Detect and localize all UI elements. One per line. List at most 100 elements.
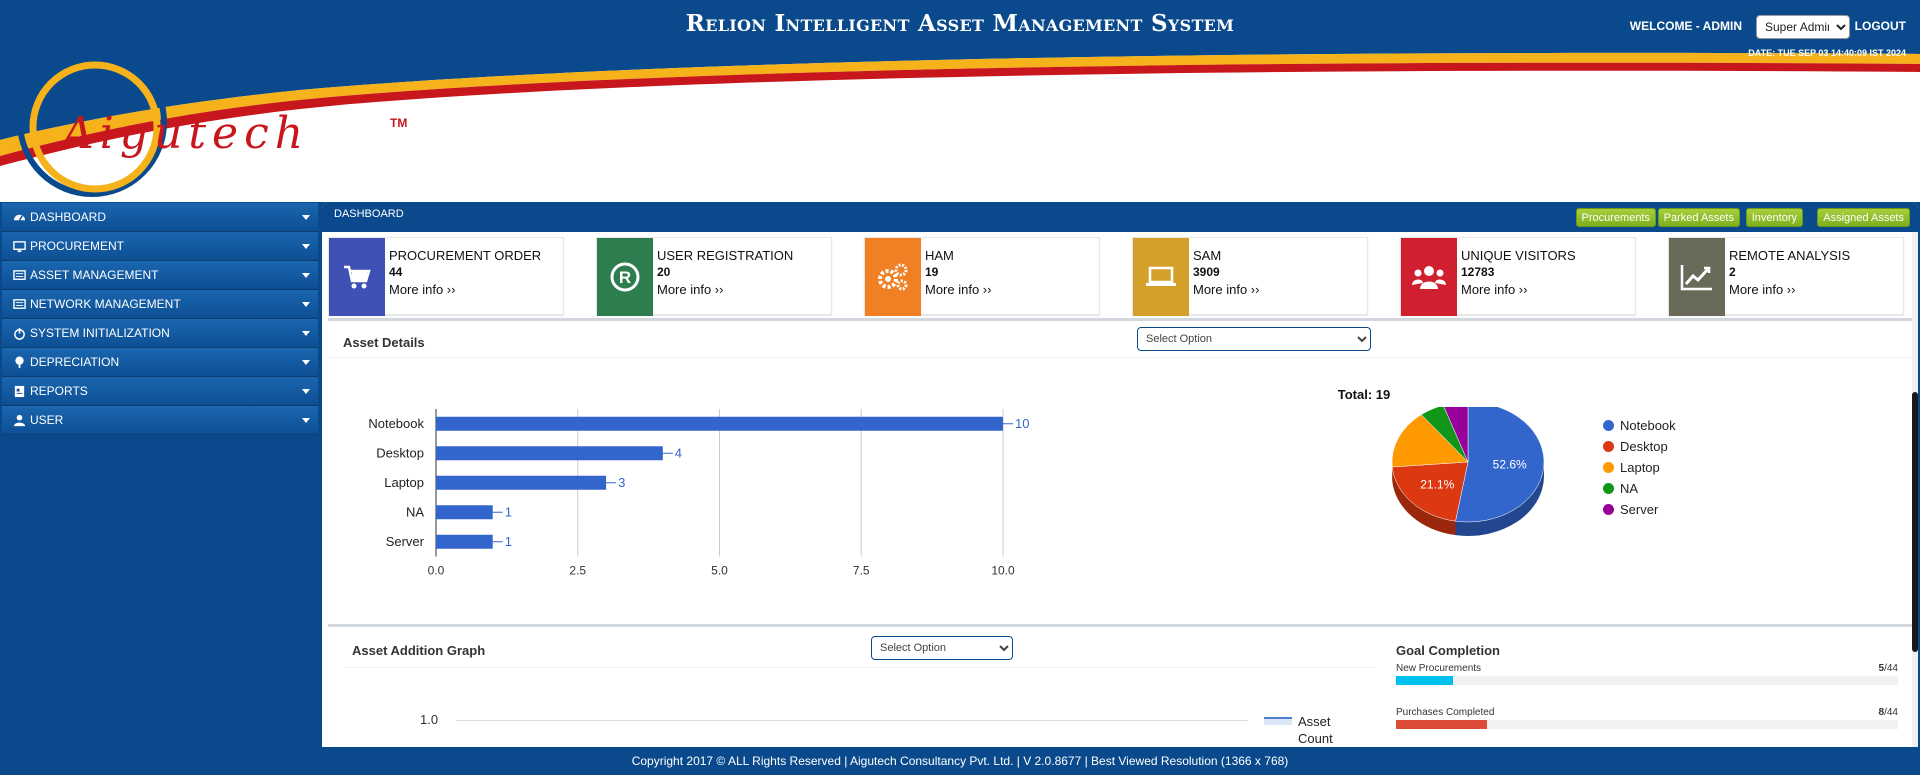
assigned-assets-button[interactable]: Assigned Assets — [1817, 208, 1910, 227]
sidebar-item-procurement[interactable]: PROCUREMENT — [2, 232, 318, 261]
goal-done: 8 — [1878, 707, 1885, 718]
y-axis-tick-label: 1.0 — [420, 712, 439, 727]
progress-track — [1396, 676, 1898, 685]
more-info-link[interactable]: More info ›› — [1193, 282, 1260, 297]
inventory-button[interactable]: Inventory — [1745, 208, 1803, 227]
sidebar-item-depreciation[interactable]: DEPRECIATION — [2, 348, 318, 377]
goal-done: 5 — [1878, 663, 1885, 674]
sidebar-item-system-initialization[interactable]: SYSTEM INITIALIZATION — [2, 319, 318, 348]
sidebar-item-label: REPORTS — [30, 384, 88, 398]
scrollbar-thumb[interactable] — [1912, 392, 1918, 652]
registered-icon: R — [597, 238, 653, 316]
caret-down-icon — [302, 418, 310, 423]
info-box-value: 44 — [389, 265, 403, 279]
bar-data-label: 10 — [1015, 416, 1029, 431]
legend-item-notebook[interactable]: Notebook — [1603, 415, 1676, 436]
more-info-link[interactable]: More info ›› — [925, 282, 992, 297]
info-box-ham[interactable]: HAM 19 More info ›› — [864, 237, 1100, 316]
sidebar-item-label: ASSET MANAGEMENT — [30, 268, 159, 282]
header: Relion Intelligent Asset Management Syst… — [0, 0, 1920, 202]
footer: Copyright 2017 © ALL Rights Reserved | A… — [0, 747, 1920, 775]
info-box-label: REMOTE ANALYSIS — [1729, 248, 1851, 263]
goal-value: 8/44 — [1879, 707, 1898, 718]
caret-down-icon — [302, 273, 310, 278]
date-display: DATE: TUE SEP 03 14:40:09 IST 2024 — [1748, 48, 1906, 58]
sidebar-item-label: USER — [30, 413, 64, 427]
bar-category-label: Server — [386, 534, 425, 549]
info-box-user-registration[interactable]: R USER REGISTRATION 20 More info ›› — [596, 237, 832, 316]
legend-label: Notebook — [1620, 418, 1676, 433]
progress-track — [1396, 720, 1898, 729]
legend-label: NA — [1620, 481, 1639, 496]
asset-details-panel: Asset Details Select Option 0.0 2.5 5.0 7.5… — [328, 318, 1912, 620]
sidebar-item-label: SYSTEM INITIALIZATION — [30, 326, 170, 340]
svg-text:R: R — [619, 268, 631, 287]
bar-notebook — [436, 416, 1003, 431]
legend-item-na[interactable]: NA — [1603, 478, 1676, 499]
bar-category-label: Laptop — [384, 475, 424, 490]
asset-addition-title: Asset Addition Graph — [352, 643, 486, 658]
breadcrumb: DASHBOARD — [334, 208, 404, 220]
bar-data-label: 1 — [505, 504, 512, 519]
pie-slice-label: 52.6% — [1493, 458, 1527, 472]
welcome-text: WELCOME - ADMIN — [1629, 19, 1742, 33]
users-icon — [1401, 238, 1457, 316]
legend-item-desktop[interactable]: Desktop — [1603, 436, 1676, 457]
info-box-sam[interactable]: SAM 3909 More info ›› — [1132, 237, 1368, 316]
x-tick-label: 7.5 — [853, 564, 870, 578]
trademark-mark: TM — [390, 116, 408, 130]
sidebar-item-network-management[interactable]: NETWORK MANAGEMENT — [2, 290, 318, 319]
more-info-link[interactable]: More info ›› — [1729, 282, 1796, 297]
logout-link[interactable]: LOGOUT — [1854, 19, 1906, 33]
info-box-procurement-order[interactable]: PROCUREMENT ORDER 44 More info ›› — [328, 237, 564, 316]
more-info-link[interactable]: More info ›› — [1461, 282, 1528, 297]
tree-icon — [12, 355, 26, 369]
sidebar-item-asset-management[interactable]: ASSET MANAGEMENT — [2, 261, 318, 290]
caret-down-icon — [302, 331, 310, 336]
goal-label: Purchases Completed — [1396, 707, 1495, 718]
asset-addition-panel: Asset Addition Graph Select Option 1.0 A… — [328, 624, 1912, 747]
asset-addition-select[interactable]: Select Option — [871, 636, 1013, 660]
sidebar: DASHBOARD PROCUREMENT ASSET MANAGEMENT N… — [2, 203, 318, 747]
parked-assets-button[interactable]: Parked Assets — [1657, 208, 1740, 227]
pie-legend: Notebook Desktop Laptop NA Server — [1603, 415, 1676, 520]
bar-category-label: NA — [406, 504, 424, 519]
laptop-icon — [1133, 238, 1189, 316]
legend-label[interactable]: Asset Count — [1298, 714, 1333, 746]
legend-item-laptop[interactable]: Laptop — [1603, 457, 1676, 478]
progress-fill — [1396, 720, 1488, 729]
goal-total: /44 — [1884, 663, 1898, 674]
info-box-remote-analysis[interactable]: REMOTE ANALYSIS 2 More info ›› — [1668, 237, 1904, 316]
sidebar-item-user[interactable]: USER — [2, 406, 318, 435]
info-box-value: 3909 — [1193, 265, 1220, 279]
pie-side-notebook — [1455, 462, 1544, 536]
sidebar-item-label: NETWORK MANAGEMENT — [30, 297, 181, 311]
sidebar-item-reports[interactable]: REPORTS — [2, 377, 318, 406]
caret-down-icon — [302, 215, 310, 220]
procurements-button[interactable]: Procurements — [1575, 208, 1656, 227]
sidebar-item-dashboard[interactable]: DASHBOARD — [2, 203, 318, 232]
more-info-link[interactable]: More info ›› — [657, 282, 724, 297]
caret-down-icon — [302, 244, 310, 249]
legend-item-server[interactable]: Server — [1603, 499, 1676, 520]
more-info-link[interactable]: More info ›› — [389, 282, 456, 297]
asset-details-select[interactable]: Select Option — [1137, 327, 1371, 351]
legend-swatch — [1264, 717, 1292, 725]
legend-dot — [1603, 441, 1614, 452]
bar-server — [436, 534, 493, 549]
info-box-unique-visitors[interactable]: UNIQUE VISITORS 12783 More info ›› — [1400, 237, 1636, 316]
pie-total-title: Total: 19 — [1337, 387, 1391, 402]
pie-slice-label: 21.1% — [1420, 477, 1454, 491]
x-tick-label: 0.0 — [428, 564, 445, 578]
bar-data-label: 3 — [618, 475, 625, 490]
goal-label: New Procurements — [1396, 663, 1482, 674]
info-box-value: 2 — [1729, 265, 1736, 279]
main-scrollbar[interactable] — [1912, 232, 1918, 747]
role-select[interactable]: Super Admin — [1756, 15, 1850, 39]
progress-fill — [1396, 676, 1454, 685]
asset-bar-chart: 0.0 2.5 5.0 7.5 10.0 Notebook 10 Desktop 4 Laptop… — [368, 409, 1029, 578]
bar-category-label: Notebook — [368, 416, 424, 431]
gears-icon — [865, 238, 921, 316]
bar-desktop — [436, 446, 663, 461]
asset-pie-chart: 52.6% 21.1% — [1391, 407, 1545, 536]
